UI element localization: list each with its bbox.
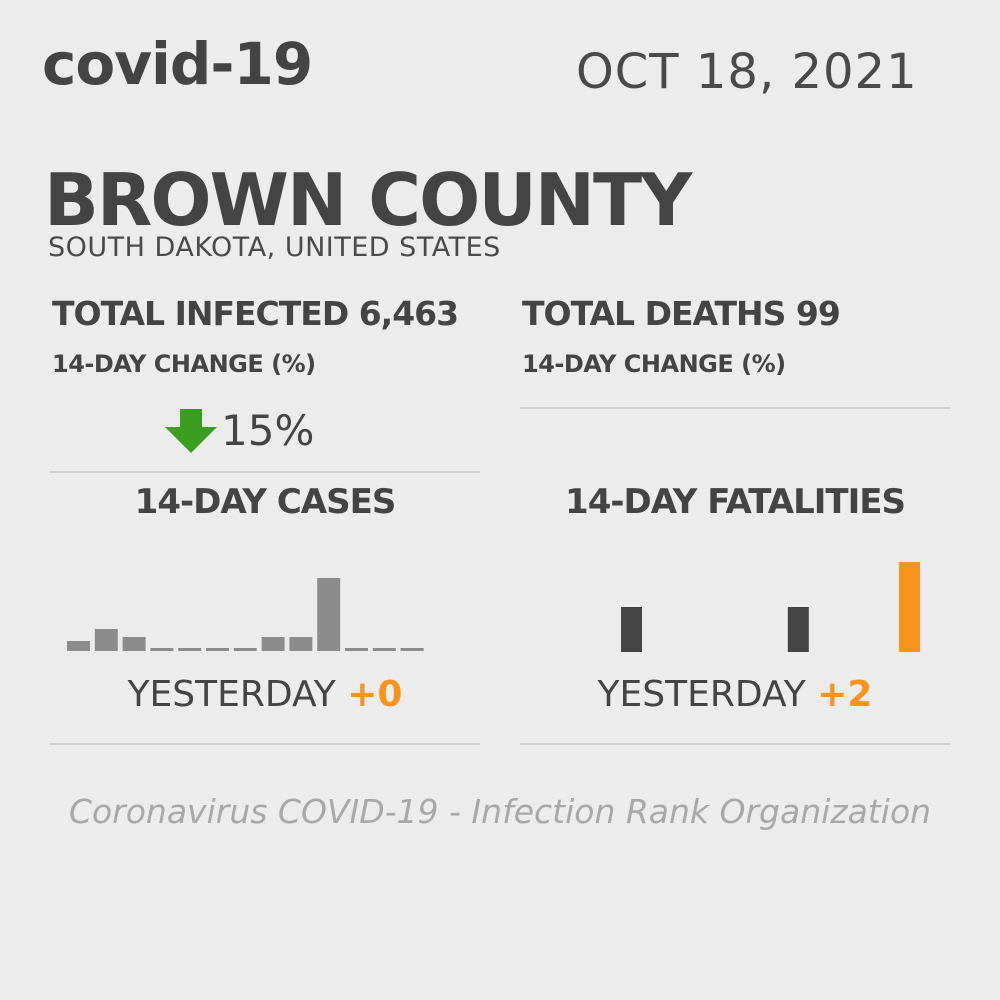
footer-credit: Coronavirus COVID-19 - Infection Rank Or…: [68, 792, 932, 831]
divider: [520, 407, 950, 409]
divider: [50, 743, 480, 745]
region-name: SOUTH DAKOTA, UNITED STATES: [48, 232, 501, 263]
cases-yesterday-label: YESTERDAY: [127, 674, 336, 715]
cases-yesterday: YESTERDAY +0: [50, 674, 480, 715]
county-name: BROWN COUNTY: [44, 158, 692, 242]
bar-5: [178, 648, 202, 651]
cases-chart-title: 14-DAY CASES: [134, 482, 397, 522]
arrow-down-icon: [165, 408, 217, 453]
bar-10: [317, 578, 341, 651]
bar-6: [206, 648, 229, 651]
bar-12: [372, 648, 396, 651]
infected-change-label: 14-DAY CHANGE (%): [52, 350, 316, 378]
fatalities-bar-chart: [621, 562, 920, 652]
cases-yesterday-value: +0: [347, 674, 403, 715]
report-date: OCT 18, 2021: [576, 44, 918, 100]
brand-title: covid-19: [42, 30, 313, 98]
cases-bar-chart: [67, 578, 424, 651]
fatalities-yesterday: YESTERDAY +2: [520, 674, 950, 715]
divider: [50, 471, 480, 473]
fatalities-yesterday-value: +2: [817, 674, 873, 715]
bar-13: [400, 648, 424, 651]
total-infected: TOTAL INFECTED 6,463: [52, 294, 459, 333]
deaths-change-label: 14-DAY CHANGE (%): [522, 350, 786, 378]
bar-1: [67, 641, 90, 651]
infected-change-value: 15%: [221, 406, 315, 455]
bar-4: [150, 648, 174, 651]
bar-3: [122, 637, 146, 651]
bar-7: [787, 607, 809, 652]
fatalities-chart-title: 14-DAY FATALITIES: [565, 482, 906, 522]
bar-8: [261, 637, 285, 651]
bar-1: [621, 607, 642, 652]
divider: [520, 743, 950, 745]
bar-2: [94, 629, 118, 651]
infected-change: 15%: [165, 406, 314, 455]
bar-11: [345, 648, 368, 651]
bar-11: [899, 562, 920, 652]
fatalities-yesterday-label: YESTERDAY: [597, 674, 806, 715]
bar-7: [233, 648, 257, 651]
total-deaths: TOTAL DEATHS 99: [522, 294, 841, 333]
bar-9: [289, 637, 313, 651]
